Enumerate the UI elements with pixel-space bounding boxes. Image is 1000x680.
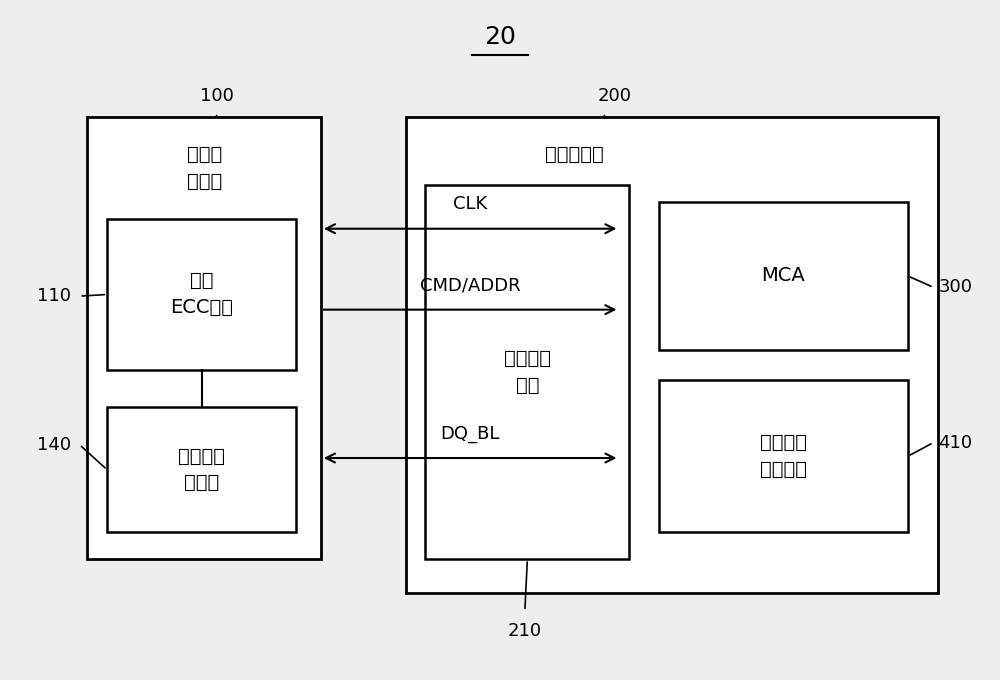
Text: 第一
ECC引擎: 第一 ECC引擎 (170, 271, 233, 317)
Bar (107, 407, 296, 532)
Bar (659, 202, 908, 350)
Text: 300: 300 (938, 278, 972, 296)
Bar (107, 218, 296, 371)
Text: CLK: CLK (453, 195, 487, 214)
Text: 存储器装置: 存储器装置 (545, 145, 604, 164)
Text: 210: 210 (508, 622, 542, 641)
Text: 200: 200 (597, 87, 631, 105)
Bar (659, 381, 908, 532)
Text: 410: 410 (938, 434, 973, 452)
Text: MCA: MCA (762, 267, 805, 286)
Text: 140: 140 (37, 435, 72, 454)
Text: 存储器
控制器: 存储器 控制器 (187, 146, 222, 191)
Text: 错误日志
寄存器: 错误日志 寄存器 (178, 447, 225, 492)
Text: 20: 20 (484, 24, 516, 48)
Text: CMD/ADDR: CMD/ADDR (420, 276, 520, 294)
Text: 控制逻辑
电路: 控制逻辑 电路 (504, 349, 551, 394)
Bar (425, 185, 629, 559)
Text: DQ_BL: DQ_BL (440, 424, 500, 443)
Text: 错误注入
寄存器集: 错误注入 寄存器集 (760, 433, 807, 479)
Bar (406, 118, 938, 593)
Text: 110: 110 (37, 287, 71, 305)
Bar (87, 118, 321, 559)
Text: 100: 100 (200, 87, 234, 105)
